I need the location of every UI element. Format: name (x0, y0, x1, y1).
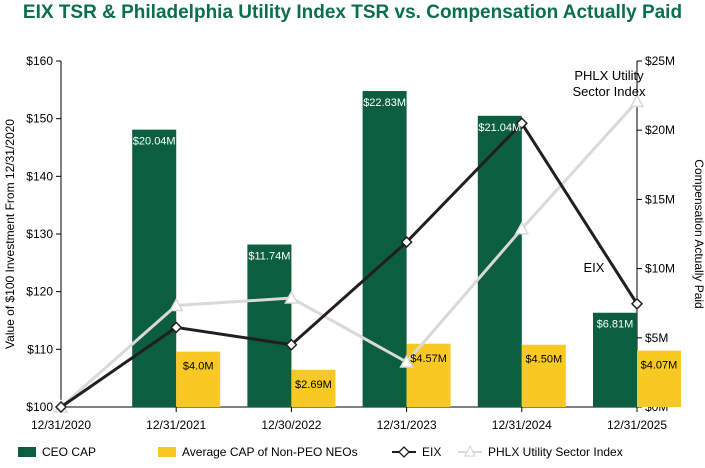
legend-phlx-label: PHLX Utility Sector Index (488, 445, 623, 459)
right-tick-label: $20M (645, 123, 675, 137)
ceo-cap-label: $20.04M (133, 136, 176, 148)
phlx-annotation-line2: Sector Index (573, 84, 646, 99)
x-tick-label: 12/30/2022 (261, 418, 321, 432)
x-tick-label: 12/31/2023 (377, 418, 437, 432)
x-tick-label: 12/31/2020 (31, 418, 91, 432)
chart-title: EIX TSR & Philadelphia Utility Index TSR… (22, 2, 683, 23)
ceo-cap-bar (247, 244, 292, 407)
ceo-cap-label: $6.81M (597, 319, 634, 331)
phlx-marker (284, 290, 299, 304)
phlx-marker (514, 221, 530, 235)
ceo-cap-label: $21.04M (478, 122, 521, 134)
phlx-marker (168, 297, 184, 312)
neo-cap-bar (521, 344, 566, 407)
neo-cap-bar (291, 369, 336, 407)
right-tick-label: $5M (645, 331, 668, 345)
neo-cap-bar (176, 351, 221, 407)
ceo-cap-bar (132, 129, 177, 407)
eix-line (60, 120, 639, 409)
eix-marker (515, 117, 528, 130)
neo-cap-label: $4.57M (410, 353, 447, 365)
neo-cap-label: $2.69M (295, 379, 332, 391)
lines-layer (53, 93, 645, 414)
phlx-line (60, 100, 639, 409)
eix-annotation: EIX (584, 260, 605, 275)
left-tick-label: $150 (26, 112, 53, 126)
right-tick-label: $15M (645, 192, 675, 206)
neo-cap-label: $4.50M (525, 354, 562, 366)
legend-ceo-swatch (18, 447, 36, 457)
legend-eix-label: EIX (422, 445, 441, 459)
eix-marker (630, 297, 644, 310)
right-axis-title: Compensation Actually Paid (692, 159, 705, 308)
eix-marker (400, 236, 413, 249)
ceo-cap-bar (477, 115, 522, 407)
phlx-annotation-line1: PHLX Utility (574, 68, 644, 83)
ceo-cap-label: $22.83M (363, 97, 406, 109)
eix-marker (285, 338, 298, 351)
left-tick-label: $120 (26, 285, 53, 299)
right-tick-label: $25M (645, 54, 675, 68)
labels-layer: $20.04M $4.0M $11.74M $2.69M $22.83M $4.57M $2… (133, 68, 678, 391)
left-tick-label: $130 (26, 227, 53, 241)
left-tick-label: $100 (26, 400, 53, 414)
eix-marker (54, 400, 68, 414)
eix-marker (170, 321, 183, 334)
left-tick-label: $110 (27, 342, 53, 356)
left-tick-label: $160 (26, 54, 53, 68)
ceo-cap-bar (593, 312, 637, 407)
x-tick-label: 12/31/2024 (492, 418, 552, 432)
legend-neo-label: Average CAP of Non-PEO NEOs (182, 445, 358, 459)
axes-layer: $100$110$120$130$140$150$160$0M$5M$10M$1… (3, 54, 705, 432)
left-tick-label: $140 (26, 169, 53, 183)
neo-cap-label: $4.07M (641, 360, 678, 372)
legend-layer: CEO CAP Average CAP of Non-PEO NEOs EIX PHL… (18, 444, 623, 459)
right-tick-label: $10M (645, 262, 675, 276)
legend-eix-marker (398, 446, 410, 458)
neo-cap-label: $4.0M (183, 361, 214, 373)
legend-neo-swatch (158, 447, 176, 457)
legend-phlx-marker (463, 444, 477, 457)
ceo-cap-label: $11.74M (248, 251, 290, 263)
x-tick-label: 12/31/2021 (146, 418, 206, 432)
bars-layer (132, 91, 681, 407)
neo-cap-bar (637, 350, 681, 407)
legend-ceo-label: CEO CAP (42, 445, 96, 459)
phlx-marker (629, 93, 645, 108)
left-axis-title: Value of $100 Investment From 12/31/2020 (3, 119, 17, 349)
x-tick-label: 12/31/2025 (607, 418, 667, 432)
phlx-marker (399, 354, 414, 368)
